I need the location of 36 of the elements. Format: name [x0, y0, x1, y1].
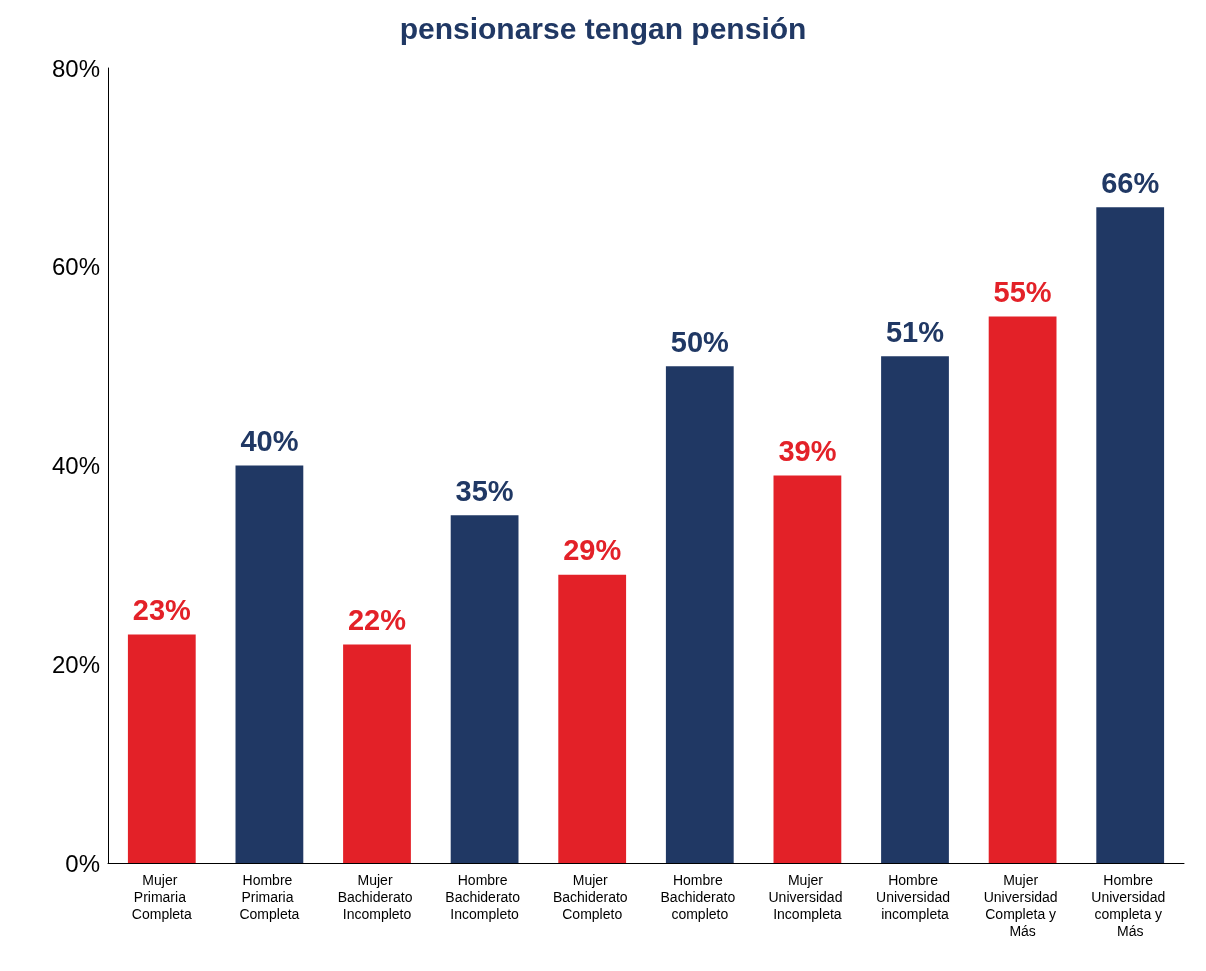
y-tick-label: 40% [51, 452, 100, 479]
y-tick-label: 80% [51, 54, 100, 82]
bar [558, 574, 627, 863]
bar [1096, 207, 1165, 863]
data-label: 39% [778, 434, 837, 467]
x-tick-label: Hombre Bachiderato completo [660, 871, 740, 922]
x-tick-label: Hombre Bachiderato Incompleto [445, 871, 524, 922]
bar [235, 465, 304, 863]
bar [343, 644, 411, 863]
y-tick-label: 0% [65, 849, 100, 877]
x-tick-label: Mujer Bachiderato Incompleto [337, 871, 417, 922]
chart-title: pensionarse tengan pensión [399, 11, 807, 45]
data-label: 35% [455, 474, 514, 507]
x-tick-label: Mujer Bachiderato Completo [552, 871, 632, 922]
data-label: 51% [885, 315, 945, 348]
data-label: 55% [993, 275, 1052, 308]
bar [127, 634, 196, 863]
x-tick-label: Hombre Primaria Completa [239, 871, 300, 922]
bar [450, 515, 519, 863]
y-tick-label: 20% [51, 650, 100, 678]
bar [881, 356, 949, 863]
x-tick-label: Hombre Universidad incompleta [876, 871, 954, 922]
bar [773, 475, 842, 863]
y-tick-label: 60% [51, 253, 100, 281]
data-label: 29% [563, 534, 622, 567]
bar [665, 366, 734, 863]
x-tick-label: Hombre Universidad completa y Más [1091, 871, 1170, 939]
bar [988, 316, 1057, 863]
x-tick-label: Mujer Universidad Incompleta [768, 871, 847, 922]
data-label: 23% [132, 593, 192, 626]
data-label: 50% [670, 325, 730, 358]
data-label: 22% [347, 603, 407, 636]
data-label: 40% [240, 425, 299, 457]
x-tick-label: Mujer Universidad Completa y Más [983, 871, 1062, 939]
data-label: 66% [1101, 166, 1160, 199]
x-tick-label: Mujer Primaria Completa [131, 871, 192, 922]
